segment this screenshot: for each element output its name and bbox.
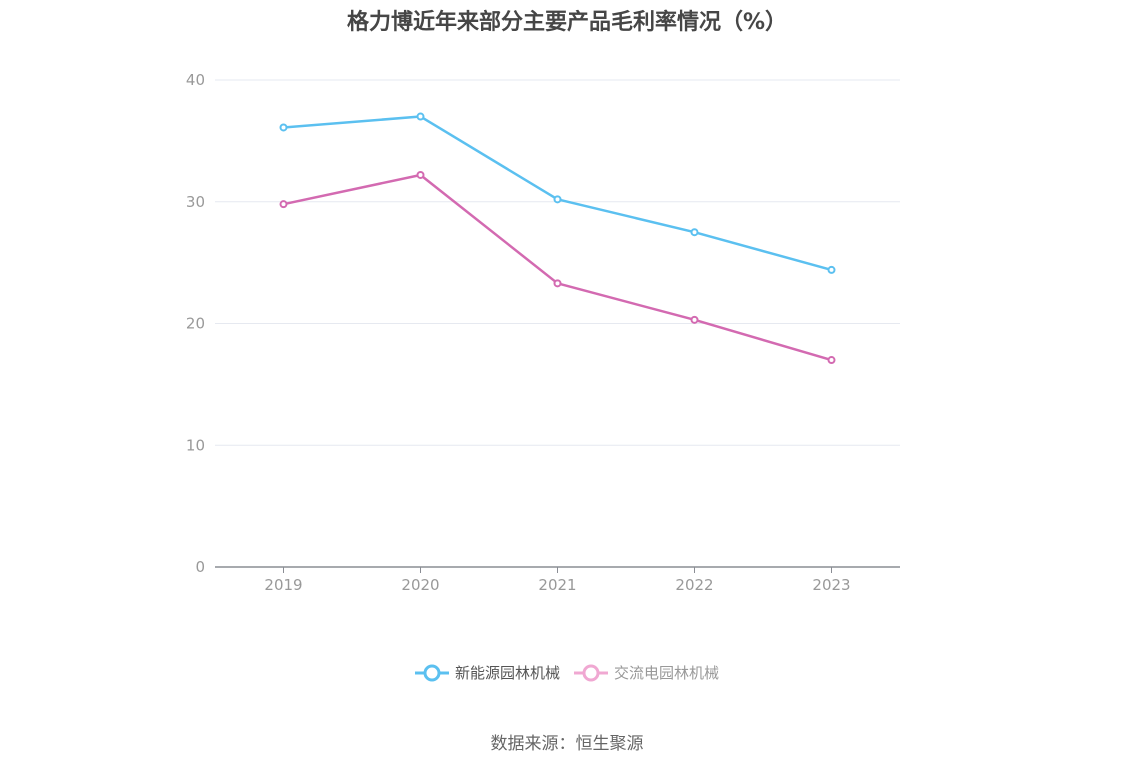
legend-marker-icon [414, 664, 449, 681]
y-tick-label: 30 [186, 193, 205, 211]
grid-lines [215, 79, 900, 446]
series-line-1 [283, 115, 832, 272]
data-point [279, 123, 288, 132]
x-tick-label: 2021 [538, 576, 576, 594]
x-tick-label: 2019 [264, 576, 302, 594]
data-point [827, 356, 836, 365]
x-axis: 2019 2020 2021 2022 2023 [215, 566, 900, 594]
legend: 新能源园林机械 交流电园林机械 [0, 662, 1134, 683]
y-tick-label: 40 [186, 71, 205, 89]
legend-item-ac-power[interactable]: 交流电园林机械 [574, 662, 719, 683]
y-tick-label: 0 [195, 558, 205, 576]
x-tick-label: 2023 [812, 576, 850, 594]
legend-item-new-energy[interactable]: 新能源园林机械 [414, 662, 560, 683]
series-points [279, 112, 836, 365]
y-axis: 0 10 20 30 40 [186, 71, 205, 576]
line-chart: 0 10 20 30 40 2019 2020 2021 2022 2023 [186, 71, 900, 594]
data-point [553, 195, 562, 204]
data-point [416, 112, 425, 121]
chart-title: 格力博近年来部分主要产品毛利率情况（%） [346, 10, 788, 35]
legend-label-ac-power: 交流电园林机械 [614, 664, 720, 682]
legend-label-new-energy: 新能源园林机械 [454, 664, 560, 682]
data-point [553, 279, 562, 288]
x-tick-label: 2020 [401, 576, 439, 594]
data-point [690, 315, 699, 324]
x-tick-label: 2022 [675, 576, 713, 594]
legend-marker-icon [574, 664, 608, 681]
y-tick-label: 10 [186, 436, 205, 454]
data-point [416, 170, 425, 179]
data-point [279, 200, 288, 209]
y-tick-label: 20 [186, 315, 205, 333]
data-point [690, 228, 699, 237]
data-point [827, 265, 836, 274]
data-source: 数据来源：恒生聚源 [490, 734, 644, 754]
